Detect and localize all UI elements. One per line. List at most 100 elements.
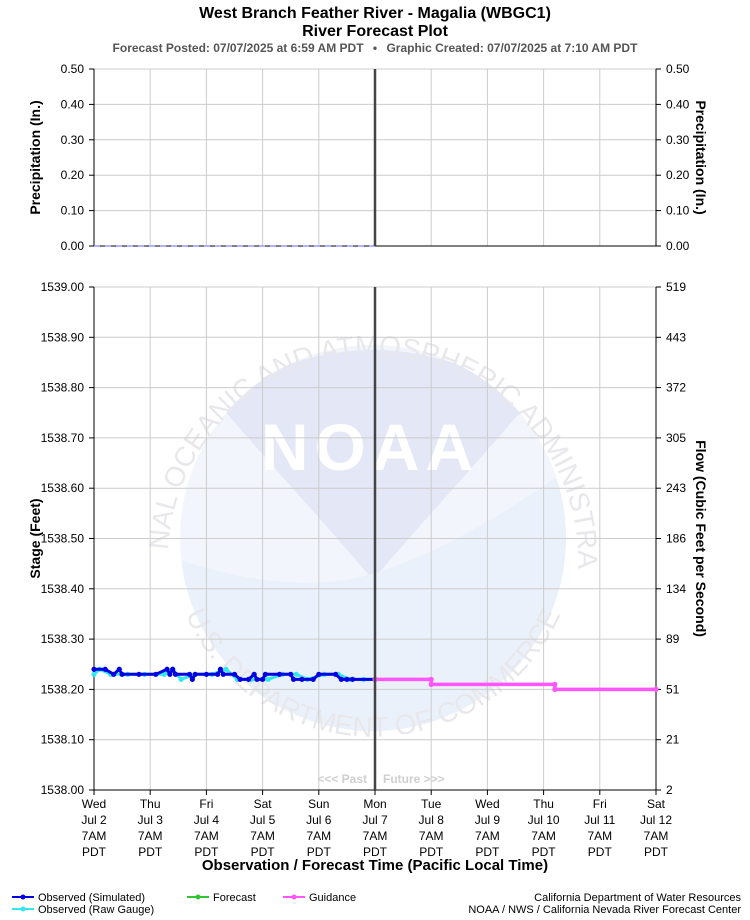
- stage-ytick-label-10: 1539.00: [41, 280, 85, 294]
- x-tick-label-time-10: 7AM: [644, 829, 669, 843]
- legend-item-observed-raw: Observed (Raw Gauge): [12, 904, 154, 916]
- x-tick-label-date-9: Jul 11: [584, 813, 615, 827]
- stage-ytick-label-2: 1538.20: [41, 682, 85, 696]
- x-tick-label-tz-10: PDT: [644, 845, 669, 859]
- stage-ytick-label-right-10: 519: [666, 280, 686, 294]
- series-point-observed-raw-gauge-5: [161, 671, 167, 677]
- series-point-observed-simulated-3: [116, 666, 122, 672]
- series-point-observed-simulated-25: [276, 671, 283, 677]
- stage-ytick-label-1: 1538.10: [41, 733, 85, 747]
- x-tick-label-tz-1: PDT: [138, 845, 163, 859]
- stage-ytick-label-8: 1538.80: [41, 381, 85, 395]
- series-point-observed-simulated-33: [344, 676, 350, 682]
- stage-ytick-label-right-9: 443: [666, 330, 686, 344]
- stage-ytick-label-right-4: 134: [666, 582, 686, 596]
- noaa-watermark: NOAA NATIONAL OCEANIC AND ATMOSPHERIC AD…: [0, 0, 603, 743]
- x-tick-label-tz-3: PDT: [251, 845, 276, 859]
- x-tick-label-day-2: Fri: [199, 797, 213, 811]
- precipitation-ytick-label-right-0: 0.00: [666, 239, 690, 253]
- precipitation-ylabel: Precipitation (In.): [27, 100, 43, 214]
- stage-ytick-label-5: 1538.50: [41, 532, 85, 546]
- x-tick-label-date-2: Jul 4: [194, 813, 220, 827]
- x-tick-label-date-3: Jul 5: [250, 813, 276, 827]
- series-point-observed-simulated-24: [262, 671, 269, 677]
- stage-ylabel-right: Flow (Cubic Feet per Second): [693, 440, 709, 637]
- stage-ytick-label-right-7: 305: [666, 431, 686, 445]
- series-point-observed-raw-gauge-15: [293, 671, 299, 677]
- x-tick-label-time-1: 7AM: [138, 829, 163, 843]
- stage-ytick-label-9: 1538.90: [41, 330, 85, 344]
- series-point-guidance-2: [428, 681, 434, 687]
- series-point-observed-simulated-16: [217, 666, 224, 672]
- precipitation-ytick-label-1: 0.10: [61, 204, 85, 218]
- noaa-wave-shape: [180, 470, 566, 731]
- stage-ytick-label-3: 1538.30: [41, 632, 85, 646]
- chart-subtitle: River Forecast Plot: [302, 23, 449, 40]
- legend-label-observed-raw: Observed (Raw Gauge): [38, 904, 154, 916]
- legend-marker-observed-raw: [20, 906, 26, 912]
- precipitation-ytick-label-4: 0.40: [61, 97, 85, 111]
- series-point-observed-simulated-9: [170, 666, 176, 672]
- x-tick-label-day-5: Mon: [363, 797, 386, 811]
- x-tick-label-time-9: 7AM: [587, 829, 612, 843]
- x-tick-label-day-1: Thu: [140, 797, 161, 811]
- x-tick-label-day-10: Sat: [647, 797, 666, 811]
- series-point-observed-raw-gauge-7: [178, 676, 184, 682]
- series-point-observed-raw-gauge-0: [91, 671, 97, 677]
- posted-created-line: Forecast Posted: 07/07/2025 at 6:59 AM P…: [113, 41, 639, 55]
- x-tick-label-tz-8: PDT: [532, 845, 557, 859]
- x-tick-label-day-4: Sun: [308, 797, 329, 811]
- series-point-observed-simulated-32: [338, 676, 344, 682]
- series-line-guidance: [375, 677, 656, 692]
- stage-ytick-label-right-6: 243: [666, 481, 686, 495]
- series-point-observed-simulated-7: [164, 666, 170, 672]
- x-tick-label-day-6: Tue: [421, 797, 442, 811]
- x-tick-label-tz-2: PDT: [194, 845, 219, 859]
- x-tick-label-tz-9: PDT: [588, 845, 613, 859]
- x-tick-label-time-6: 7AM: [419, 829, 444, 843]
- stage-ytick-label-right-5: 186: [666, 532, 686, 546]
- x-tick-label-tz-5: PDT: [363, 845, 388, 859]
- series-point-observed-simulated-11: [186, 671, 193, 677]
- stage-ytick-label-4: 1538.40: [41, 582, 85, 596]
- x-tick-label-time-3: 7AM: [250, 829, 275, 843]
- stage-ytick-label-right-1: 21: [666, 733, 680, 747]
- x-tick-label-date-4: Jul 6: [306, 813, 332, 827]
- series-point-observed-simulated-19: [237, 676, 243, 682]
- series-point-observed-simulated-30: [316, 671, 322, 677]
- stage-panel: 1538.00 2 1538.10 21 1538.20 51 1538.30 89 1538.…: [27, 280, 709, 874]
- series-point-observed-simulated-18: [231, 671, 238, 677]
- precipitation-ytick-label-right-3: 0.30: [666, 133, 690, 147]
- precipitation-ytick-label-3: 0.30: [61, 133, 85, 147]
- series-point-guidance-5: [653, 686, 659, 693]
- stage-ytick-label-right-0: 2: [666, 783, 673, 797]
- series-point-observed-simulated-15: [215, 671, 221, 677]
- future-label: Future >>>: [383, 772, 445, 786]
- series-point-observed-simulated-20: [245, 676, 252, 682]
- legend: Observed (Simulated) Observed (Raw Gauge…: [12, 892, 356, 916]
- series-point-observed-simulated-26: [288, 671, 294, 677]
- x-tick-label-time-4: 7AM: [306, 829, 331, 843]
- stage-ytick-label-right-2: 51: [666, 682, 680, 696]
- x-tick-label-day-0: Wed: [82, 797, 106, 811]
- series-point-guidance-4: [552, 686, 558, 693]
- x-tick-label-day-9: Fri: [593, 797, 607, 811]
- legend-label-guidance: Guidance: [309, 892, 356, 904]
- series-point-observed-simulated-1: [102, 666, 108, 672]
- stage-ytick-label-0: 1538.00: [41, 783, 85, 797]
- x-tick-label-day-8: Thu: [533, 797, 554, 811]
- precipitation-ylabel-right: Precipitation (In.): [693, 100, 709, 214]
- legend-item-forecast: Forecast: [187, 892, 256, 904]
- graphic-created-label: Graphic Created: 07/07/2025 at 7:10 AM P…: [386, 41, 638, 55]
- x-tick-label-date-1: Jul 3: [138, 813, 164, 827]
- x-tick-label-day-3: Sat: [254, 797, 273, 811]
- legend-item-observed-simulated: Observed (Simulated): [12, 892, 145, 904]
- x-tick-label-date-0: Jul 2: [81, 813, 107, 827]
- series-point-observed-raw-gauge-13: [265, 676, 271, 682]
- noaa-gull-shape: [215, 350, 531, 580]
- noaa-logo-text: NOAA: [261, 410, 479, 484]
- precipitation-panel: 0.00 0.00 0.10 0.10 0.20 0.20 0.30 0.30 0.40 0.40…: [27, 62, 709, 253]
- series-point-observed-simulated-29: [310, 676, 316, 682]
- series-point-observed-simulated-31: [333, 671, 339, 677]
